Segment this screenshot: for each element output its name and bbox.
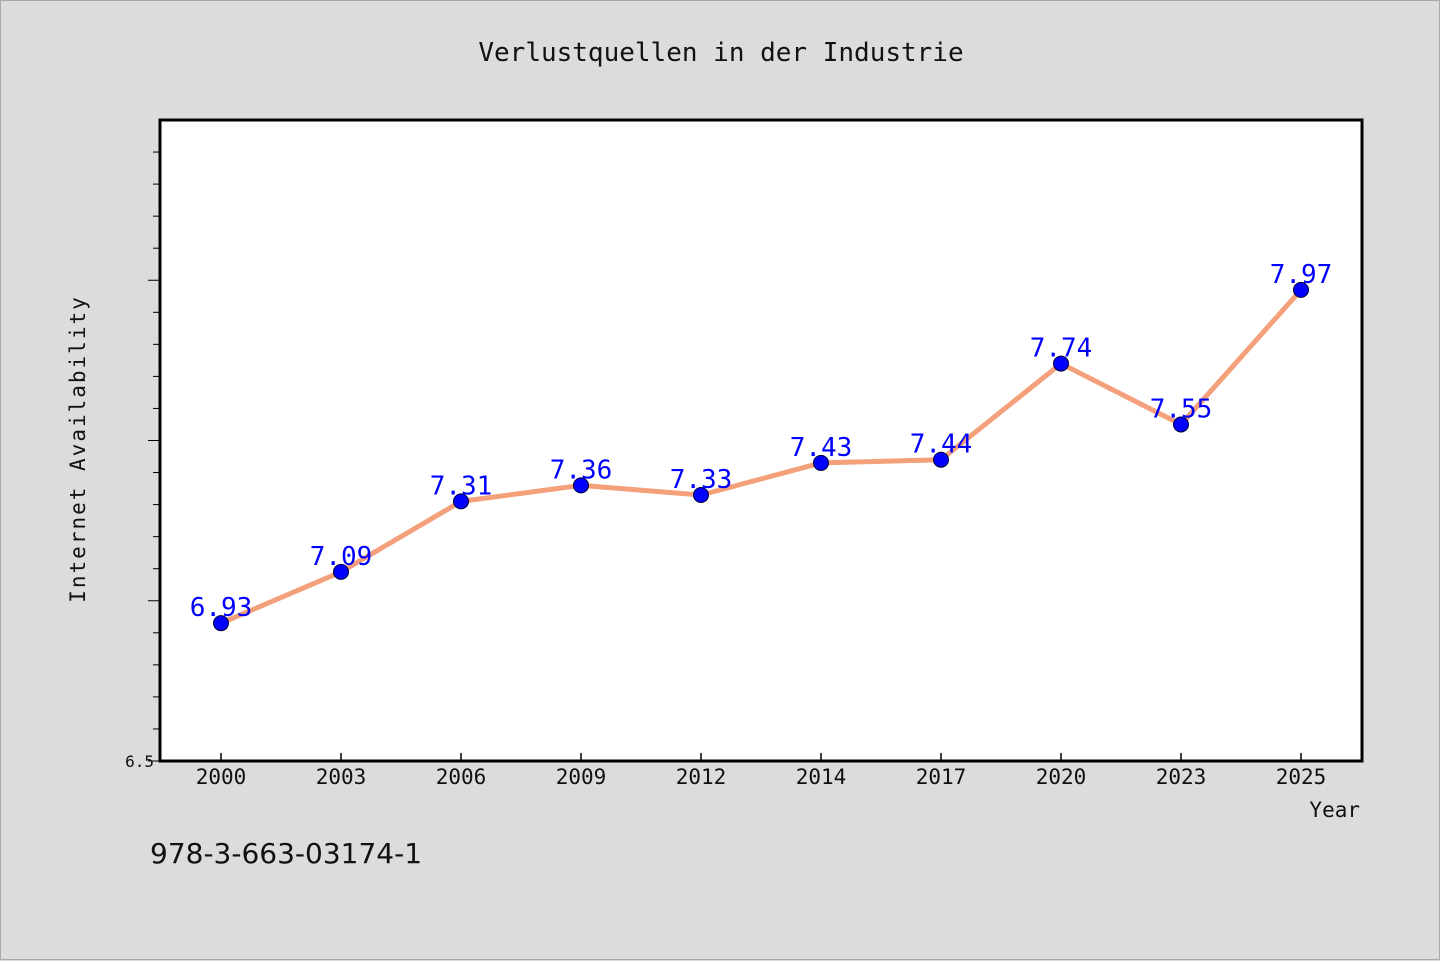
data-label: 7.36 bbox=[550, 455, 613, 485]
y-tick-label: 6.5 bbox=[125, 752, 154, 771]
data-label: 7.74 bbox=[1030, 334, 1093, 364]
x-tick-label: 2012 bbox=[676, 765, 727, 789]
data-labels: 6.93 7.09 7.31 7.36 7.33 7.43 7.44 7.74 7.55 7.97 bbox=[190, 260, 1333, 623]
x-tick-label: 2000 bbox=[196, 765, 247, 789]
data-point bbox=[1053, 355, 1069, 372]
data-point bbox=[333, 563, 349, 580]
x-tick-label: 2014 bbox=[796, 765, 847, 789]
x-tick-label: 2009 bbox=[556, 765, 607, 789]
data-label: 7.44 bbox=[910, 430, 973, 460]
footer-code: 978-3-663-03174-1 bbox=[150, 837, 422, 870]
x-tick-label: 2025 bbox=[1276, 765, 1327, 789]
data-point bbox=[213, 615, 229, 632]
data-label: 7.31 bbox=[430, 471, 493, 501]
x-tick-label: 2017 bbox=[916, 765, 967, 789]
data-point bbox=[813, 454, 829, 471]
data-point bbox=[1293, 281, 1309, 298]
data-label: 6.93 bbox=[190, 593, 253, 623]
data-label: 7.97 bbox=[1270, 260, 1333, 290]
data-markers bbox=[213, 281, 1309, 632]
plot-area bbox=[158, 118, 1364, 763]
series-line bbox=[218, 287, 1304, 626]
x-tick-label: 2020 bbox=[1036, 765, 1087, 789]
x-axis-ticks: 2000 2003 2006 2009 2012 2014 2017 2020 2023 2025 bbox=[196, 753, 1327, 789]
x-tick-label: 2006 bbox=[436, 765, 487, 789]
data-series bbox=[218, 287, 1304, 626]
data-point bbox=[1173, 416, 1189, 433]
x-tick-label: 2003 bbox=[316, 765, 367, 789]
chart-title: Verlustquellen in der Industrie bbox=[478, 38, 963, 68]
data-point bbox=[453, 493, 469, 510]
data-label: 7.43 bbox=[790, 433, 853, 463]
x-axis-label: Year bbox=[1309, 798, 1360, 822]
y-axis-ticks: 6.5 bbox=[125, 151, 160, 771]
data-point bbox=[933, 451, 949, 468]
data-label: 7.33 bbox=[670, 465, 733, 495]
data-label: 7.55 bbox=[1150, 394, 1213, 424]
y-axis-label: Internet Availability bbox=[66, 295, 90, 603]
data-label: 7.09 bbox=[310, 542, 373, 572]
data-point bbox=[693, 486, 709, 503]
x-tick-label: 2023 bbox=[1156, 765, 1207, 789]
data-point bbox=[573, 477, 589, 494]
